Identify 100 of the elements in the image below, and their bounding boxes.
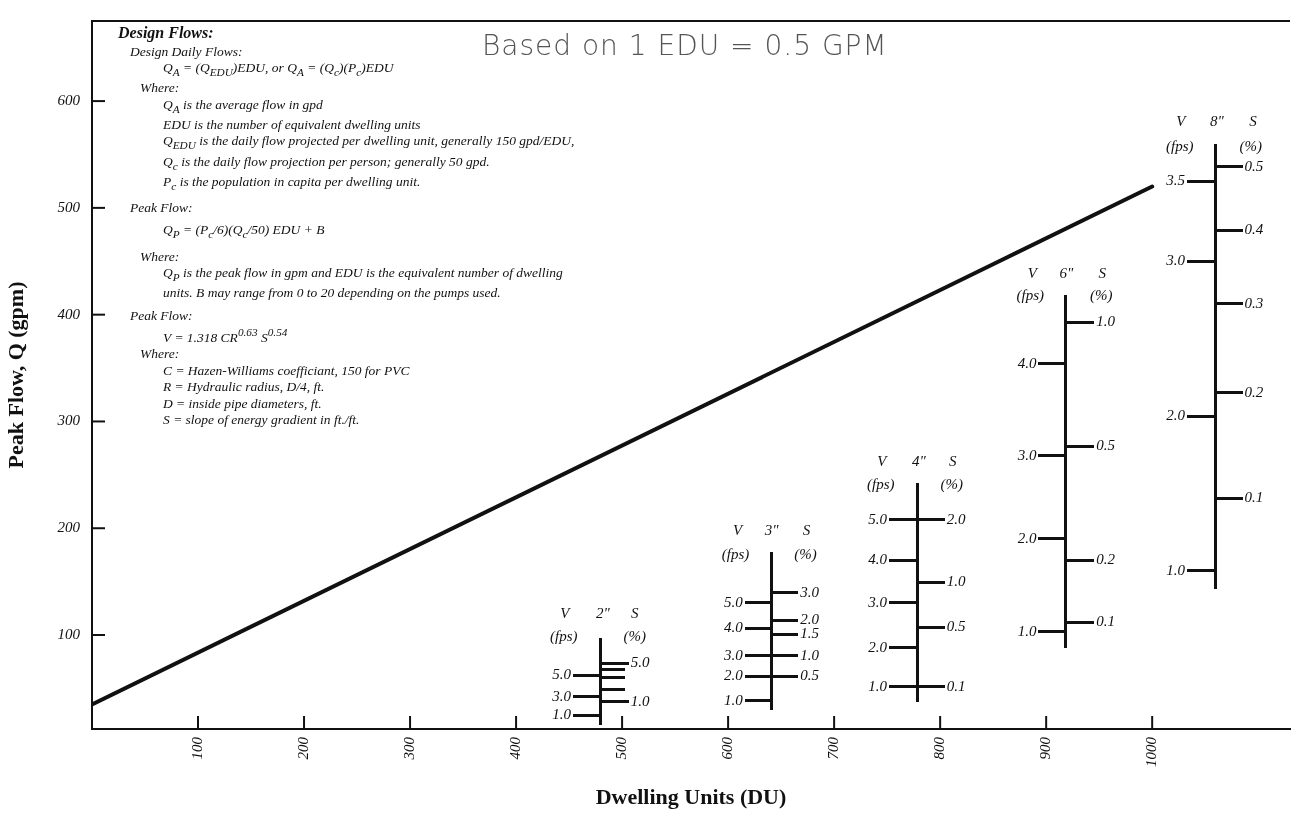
annotation: V [1176,113,1188,130]
annotation: 3.0 [551,687,572,704]
x-tick-label: 200 [294,736,311,760]
annotation: (%) [1090,287,1113,305]
annotation: 1.0 [1017,622,1037,639]
annotation: 4.0 [724,619,744,636]
annotation: S [631,604,640,621]
annotation: 1.0 [724,691,744,708]
annotation: C = Hazen-Williams coefficiant, 150 for PVC [162,362,411,380]
annotation: S [949,452,958,469]
annotation: Q$_{A}$ is the average flow in gpd [162,96,324,117]
annotation: Peak Flow: [129,199,194,217]
annotation: EDU is the number of equivalent dwelling units [162,116,422,134]
annotation: 0.1 [1096,613,1115,630]
annotation: Where: [139,248,181,266]
annotation: Peak Flow: [129,307,194,325]
annotation: (fps) [867,476,895,494]
annotation: 4.0 [868,551,888,568]
annotation: 4" [912,452,927,469]
annotation: 2.0 [724,667,744,684]
annotation: 3.0 [1165,252,1186,269]
annotation: 2.0 [1166,407,1186,424]
x-tick-label: 600 [719,736,736,760]
annotation: Based on 1 EDU = 0.5 GPM [482,29,888,62]
annotation: 0.5 [800,667,820,684]
annotation: (fps) [1016,287,1045,305]
annotation: 0.5 [946,618,966,635]
annotation: 0.1 [946,677,966,694]
annotation: V [560,604,572,621]
annotation: 5.0 [630,654,650,671]
x-tick-label: 100 [188,736,205,760]
annotation: (fps) [1165,137,1194,155]
annotation: (%) [623,628,647,646]
y-tick-label: 100 [57,625,81,642]
x-tick-label: 1000 [1143,736,1160,767]
text: Q$_{A}$ = (Q$_{EDU}$)EDU, or Q$_{A}$ = (Q$_{c}$)(P$_{c}$)EDU [163,60,394,78]
annotation: 2.0 [1017,529,1037,546]
annotation: 3.0 [799,583,820,600]
annotation: R = Hydraulic radius, D/4, ft. [162,379,326,396]
y-axis-title: Peak Flow, Q (gpm) [2,281,28,469]
annotation: V [877,452,889,469]
annotation: 0.2 [1244,383,1264,400]
annotation: Design Flows: [118,24,214,41]
annotation: 0.3 [1244,294,1264,311]
annotation: 1.0 [630,692,650,709]
annotation: Design Daily Flows: [130,43,243,59]
annotation: 1.5 [800,625,820,641]
x-tick-label: 700 [825,736,842,760]
annotation: 8" [1209,113,1225,130]
y-tick-label: 500 [57,198,81,215]
annotation: 4.0 [1017,354,1037,371]
annotation: P$_{c}$ is the population in capita per dwelling unit. [162,173,422,194]
annotation: V [1027,265,1039,282]
annotation: 1.0 [552,706,572,723]
annotation: S [1249,113,1258,130]
annotation: (%) [1239,137,1263,155]
y-tick-label: 400 [57,305,81,322]
annotation: 0.1 [1244,489,1264,506]
y-tick-label: 300 [56,412,81,429]
annotation: S [802,522,811,539]
x-tick-label: 400 [507,736,524,760]
y-tick-label: 200 [57,519,81,536]
x-axis-title: Dwelling Units (DU) [595,784,787,810]
annotation: S = slope of energy gradient in ft./ft. [162,412,361,429]
annotation: 1.0 [800,646,820,663]
annotation: Where: [139,80,181,97]
annotation: 3.5 [1165,172,1186,189]
annotation: Q$_{EDU}$ is the daily flow projected per dwelling unit, generally 150 gpd/EDU, [162,133,576,154]
annotation: 3.0 [723,646,744,663]
annotation: 3.0 [1016,446,1037,463]
annotation: 0.2 [1096,551,1116,568]
y-tick-label: 600 [57,92,81,109]
annotation: (%) [940,476,964,494]
annotation: Where: [139,346,181,363]
annotation: 5.0 [724,593,744,610]
annotation: 2.0 [868,638,888,655]
annotation: 6" [1059,265,1074,282]
annotation: 1.0 [946,573,966,590]
annotation: 0.5 [1244,157,1264,174]
annotation: (%) [794,545,817,563]
annotation: 0.5 [1096,436,1116,453]
annotation: 5.0 [552,666,572,683]
annotation: 1.0 [1096,313,1116,330]
annotation: 5.0 [868,510,888,527]
annotation: D = inside pipe diameters, ft. [162,395,323,413]
annotation: Q$_{c}$ is the daily flow projection per person; generally 50 gpd. [162,153,491,174]
annotation: 1.0 [868,677,888,694]
x-tick-label: 300 [400,736,417,761]
annotation: 1.0 [1166,561,1186,578]
annotation: 3" [763,522,780,539]
annotation: V = 1.318 CR$^{0.63}$ S$^{0.54}$ [162,325,289,347]
x-tick-label: 900 [1037,736,1054,760]
annotation: 2.0 [800,611,820,628]
annotation: V [733,522,745,539]
annotation: Q$_{P}$ is the peak flow in gpm and EDU is the equivalent number of dwelling units. B may range from 0 to 20 depending on the pumps used. [162,265,564,302]
annotation: 3.0 [867,593,888,610]
annotation: 2.0 [946,510,966,527]
x-tick-label: 500 [613,736,630,760]
annotation: 2" [596,604,611,621]
annotation: (fps) [721,545,750,563]
